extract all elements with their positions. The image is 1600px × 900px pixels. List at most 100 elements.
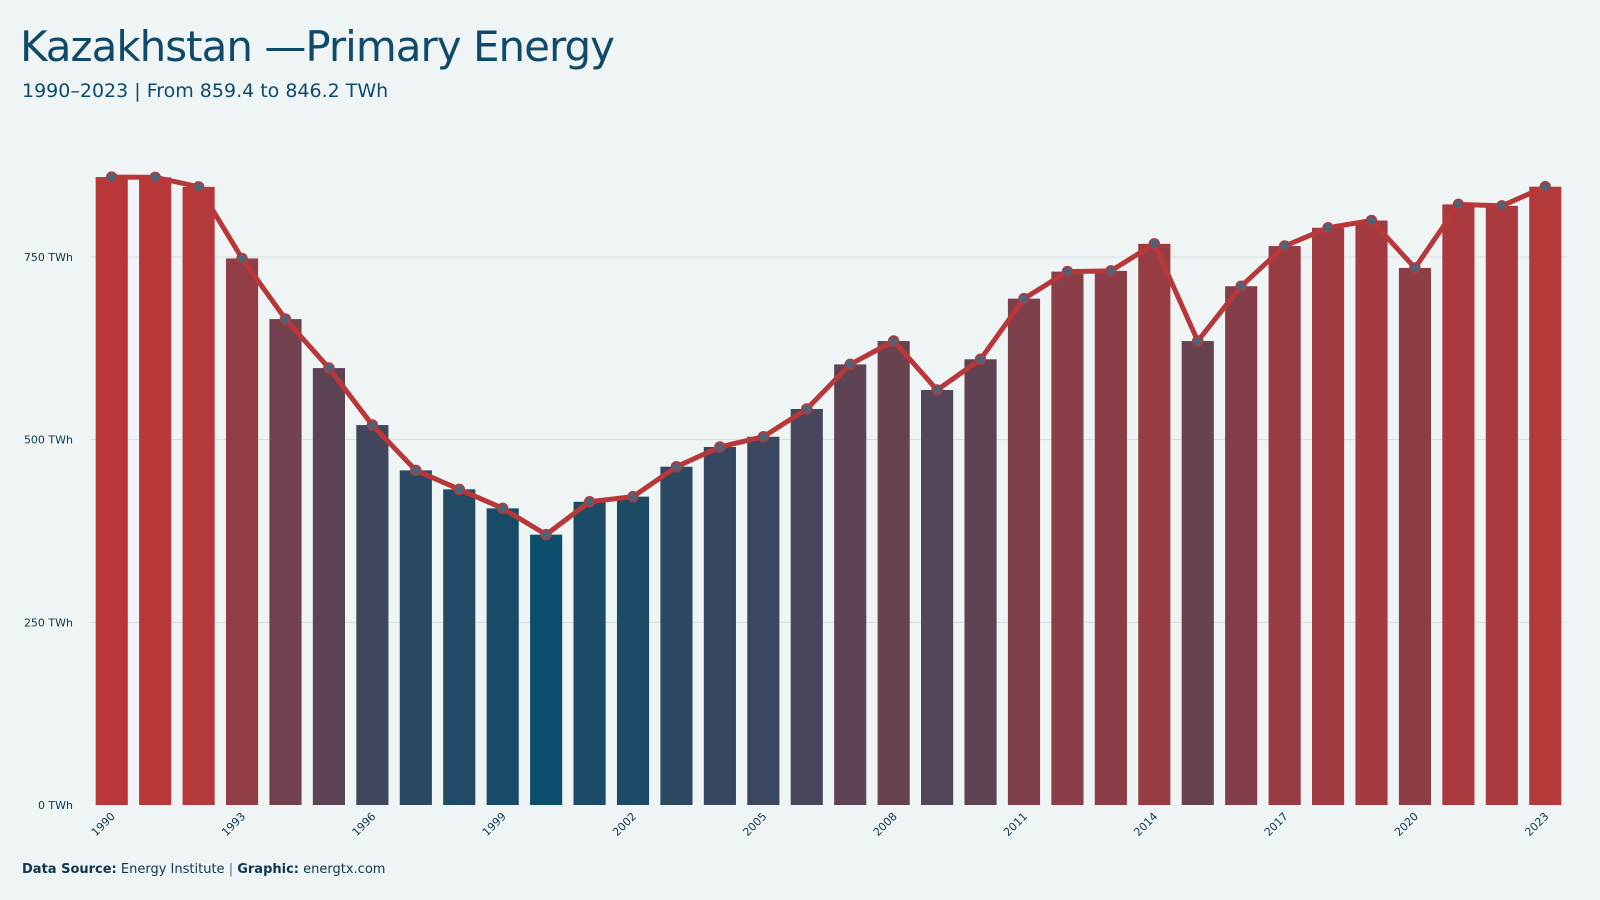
data-point <box>801 403 813 415</box>
x-tick-label: 1996 <box>349 810 378 839</box>
bar <box>1398 267 1432 806</box>
markers <box>105 171 1552 541</box>
data-point <box>279 313 292 325</box>
data-point <box>453 483 465 496</box>
bar <box>834 364 867 805</box>
y-tick-label: 250 TWh <box>24 616 73 629</box>
bar <box>1051 271 1084 805</box>
x-tick-label: 2023 <box>1522 810 1551 839</box>
data-point <box>1539 180 1552 193</box>
bar <box>95 177 128 805</box>
bar <box>312 368 345 805</box>
data-point <box>410 464 422 477</box>
data-point <box>1018 292 1030 305</box>
chart-subtitle: 1990–2023 | From 859.4 to 846.2 TWh <box>22 80 389 102</box>
x-tick-label: 2002 <box>610 810 639 839</box>
data-point <box>149 171 161 184</box>
trend-line-path <box>109 174 1548 538</box>
bar <box>573 501 606 805</box>
bar <box>1181 341 1214 805</box>
data-point <box>1192 335 1204 347</box>
data-point <box>844 358 856 371</box>
bar <box>964 359 997 805</box>
bar <box>660 466 693 805</box>
x-tick-label: 2017 <box>1262 810 1291 839</box>
data-point <box>105 171 118 183</box>
data-point <box>366 419 379 431</box>
data-point <box>1365 214 1378 227</box>
data-point <box>1061 265 1074 278</box>
data-point <box>583 496 596 508</box>
bar <box>1529 186 1562 806</box>
data-point <box>1235 280 1247 292</box>
bar <box>356 425 389 805</box>
bar <box>1094 270 1127 805</box>
bar <box>225 258 259 806</box>
chart-title: Kazakhstan —Primary Energy <box>20 22 615 71</box>
bar <box>616 496 650 805</box>
data-point <box>1496 200 1508 212</box>
bar <box>877 341 910 805</box>
bar <box>486 508 519 805</box>
data-point <box>1278 240 1291 252</box>
x-tick-label: 1993 <box>219 810 248 839</box>
y-axis-ticks: 0 TWh 250 TWh 500 TWh 750 TWh <box>24 251 73 812</box>
data-point <box>1409 262 1421 274</box>
data-point <box>714 441 726 453</box>
bar <box>1268 246 1301 806</box>
bar <box>443 489 476 805</box>
y-tick-label: 0 TWh <box>38 799 73 812</box>
x-tick-label: 2005 <box>740 810 769 839</box>
data-point <box>627 490 639 503</box>
data-point <box>670 460 683 473</box>
x-axis-ticks: 1990 1993 1996 1999 2002 2005 2008 2011 2014 2017… <box>89 810 1552 839</box>
bar <box>399 470 432 805</box>
bar <box>182 186 215 805</box>
x-tick-label: 2008 <box>871 810 900 839</box>
bar <box>747 436 780 805</box>
bars <box>95 177 1562 806</box>
data-point <box>236 252 248 265</box>
bar <box>530 534 563 805</box>
x-tick-label: 2020 <box>1392 810 1421 839</box>
data-point <box>192 181 205 193</box>
bar <box>269 319 302 805</box>
bar <box>139 177 172 806</box>
graphic-label: Graphic: <box>237 862 299 877</box>
graphic-value: energtx.com <box>303 862 386 877</box>
grid-lines <box>90 256 1567 623</box>
data-point <box>887 335 900 347</box>
x-tick-label: 1990 <box>89 810 118 839</box>
data-point <box>323 362 335 374</box>
bar <box>1225 286 1258 805</box>
data-point <box>1322 222 1334 234</box>
data-point <box>1148 238 1161 250</box>
bar <box>1355 220 1388 805</box>
data-point <box>1105 265 1117 277</box>
bar <box>1138 243 1171 805</box>
x-tick-label: 2014 <box>1131 810 1160 839</box>
footer: Data Source: Energy Institute | Graphic:… <box>22 862 385 877</box>
source-value: Energy Institute <box>120 862 225 877</box>
data-point <box>540 528 552 541</box>
data-point <box>496 502 509 515</box>
bar <box>1007 298 1041 805</box>
bar <box>921 389 954 805</box>
bar <box>1442 204 1475 806</box>
trend-line <box>109 174 1548 538</box>
bar <box>790 408 823 805</box>
data-point <box>974 353 987 366</box>
data-point <box>757 430 770 443</box>
footer-separator: | <box>228 862 234 877</box>
source-label: Data Source: <box>22 862 117 877</box>
data-point <box>931 384 943 396</box>
x-tick-label: 1999 <box>480 810 509 839</box>
y-tick-label: 500 TWh <box>24 434 73 447</box>
y-tick-label: 750 TWh <box>24 251 73 264</box>
x-tick-label: 2011 <box>1001 810 1030 839</box>
data-point <box>1452 198 1465 211</box>
bar <box>1485 205 1518 805</box>
bar <box>703 446 736 805</box>
bar <box>1312 227 1345 806</box>
